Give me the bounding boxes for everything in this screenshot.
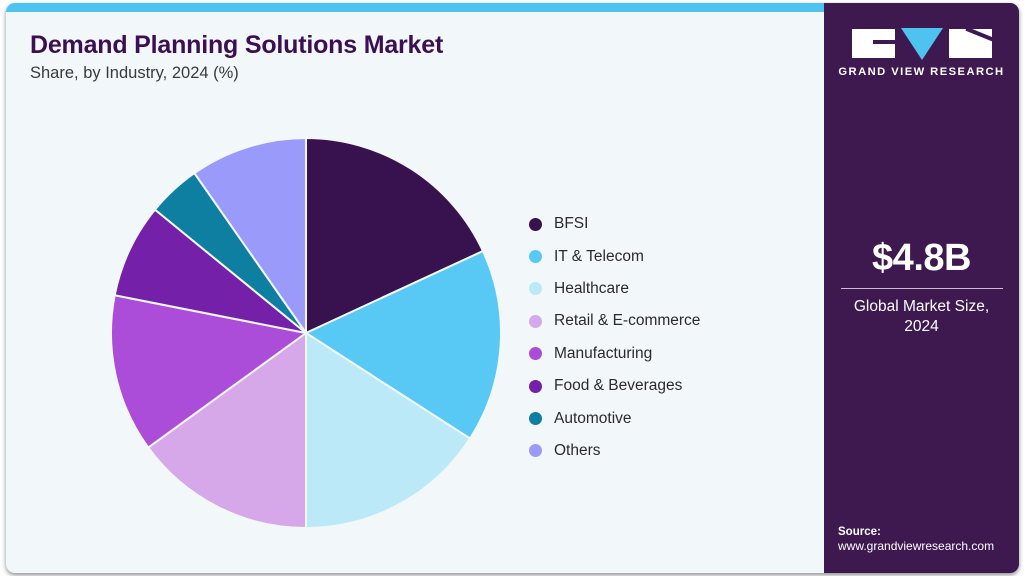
logo-v-triangle-icon: [900, 27, 943, 60]
brand-panel: GRAND VIEW RESEARCH $4.8B Global Market …: [824, 3, 1019, 573]
stat-divider: [840, 287, 1003, 289]
page-subtitle: Share, by Industry, 2024 (%): [30, 64, 239, 82]
top-accent-bar: [6, 3, 1019, 12]
logo-g-icon: [851, 29, 895, 58]
legend-item[interactable]: BFSI: [529, 208, 809, 240]
legend-label: Others: [554, 441, 601, 459]
legend-label: Manufacturing: [554, 344, 653, 362]
legend-swatch-icon: [529, 412, 542, 426]
pie-slice[interactable]: [305, 331, 472, 530]
legend-label: BFSI: [554, 215, 589, 233]
legend-swatch-icon: [529, 250, 542, 264]
legend-swatch-icon: [529, 347, 542, 361]
brand-logo: GRAND VIEW RESEARCH: [824, 27, 1019, 78]
stat-caption: Global Market Size, 2024: [853, 297, 990, 335]
legend-item[interactable]: Others: [529, 435, 809, 467]
legend-label: Automotive: [554, 409, 632, 427]
stat-value: $4.8B: [872, 237, 971, 279]
legend-label: IT & Telecom: [554, 247, 644, 265]
legend-swatch-icon: [529, 282, 542, 296]
pie-slice[interactable]: [113, 208, 307, 334]
logo-marks: [824, 27, 1019, 60]
page-title: Demand Planning Solutions Market: [30, 31, 444, 59]
legend-swatch-icon: [529, 379, 542, 393]
legend-item[interactable]: IT & Telecom: [529, 240, 809, 272]
market-size-stat: $4.8B Global Market Size, 2024: [824, 237, 1019, 337]
legend-item[interactable]: Food & Beverages: [529, 370, 809, 402]
legend-swatch-icon: [529, 217, 542, 231]
chart-legend: BFSI IT & Telecom Healthcare Retail & E-com…: [529, 208, 809, 467]
pie-slice[interactable]: [192, 136, 307, 337]
chart-card: Demand Planning Solutions Market Share, …: [6, 3, 1019, 573]
logo-r-icon: [948, 29, 992, 58]
logo-wordmark: GRAND VIEW RESEARCH: [838, 66, 1005, 78]
legend-item[interactable]: Automotive: [529, 402, 809, 434]
legend-item[interactable]: Retail & E-commerce: [529, 305, 809, 337]
chart-content-pane: Demand Planning Solutions Market Share, …: [6, 12, 824, 573]
legend-item[interactable]: Manufacturing: [529, 338, 809, 370]
pie-slice[interactable]: [303, 249, 502, 440]
legend-label: Healthcare: [554, 279, 629, 297]
pie-chart: [109, 136, 503, 530]
pie-chart-svg: [110, 136, 502, 530]
legend-swatch-icon: [529, 444, 542, 458]
source-url[interactable]: www.grandviewresearch.com: [838, 539, 995, 553]
legend-item[interactable]: Healthcare: [529, 273, 809, 305]
source-label: Source:: [838, 526, 881, 538]
pie-slice[interactable]: [305, 136, 485, 335]
pie-slice[interactable]: [110, 294, 309, 450]
pie-slice[interactable]: [146, 331, 307, 530]
pie-slices-group: [110, 136, 502, 530]
legend-label: Retail & E-commerce: [554, 312, 701, 330]
legend-label: Food & Beverages: [554, 377, 683, 395]
source-block: Source: www.grandviewresearch.com: [838, 526, 1019, 553]
legend-swatch-icon: [529, 314, 542, 328]
